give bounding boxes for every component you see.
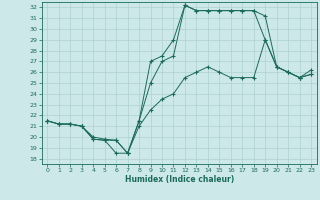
X-axis label: Humidex (Indice chaleur): Humidex (Indice chaleur) (124, 175, 234, 184)
